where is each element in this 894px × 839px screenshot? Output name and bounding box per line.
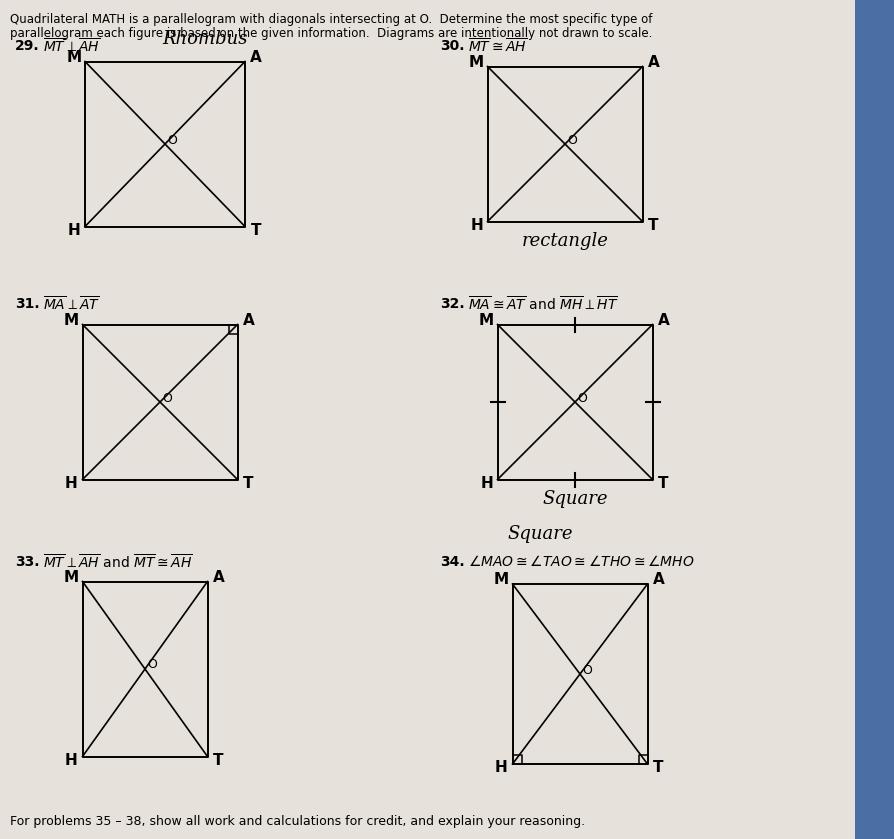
- Text: parallelogram each figure is based on the given information.  Diagrams are inten: parallelogram each figure is based on th…: [10, 27, 653, 40]
- Text: A: A: [250, 50, 262, 65]
- Text: M: M: [469, 55, 484, 70]
- Text: M: M: [66, 50, 81, 65]
- Text: $\angle MAO \cong \angle TAO \cong \angle THO \cong \angle MHO$: $\angle MAO \cong \angle TAO \cong \angl…: [468, 555, 695, 570]
- Text: O: O: [577, 392, 587, 404]
- Text: A: A: [647, 55, 660, 70]
- Text: O: O: [162, 392, 172, 404]
- Text: 32.: 32.: [440, 297, 465, 311]
- Text: 29.: 29.: [15, 39, 39, 53]
- Text: M: M: [64, 313, 79, 328]
- Text: rectangle: rectangle: [521, 232, 609, 251]
- Text: Quadrilateral MATH is a parallelogram with diagonals intersecting at O.  Determi: Quadrilateral MATH is a parallelogram wi…: [10, 13, 653, 26]
- Text: T: T: [250, 223, 261, 238]
- Text: 31.: 31.: [15, 297, 39, 311]
- Text: Square: Square: [507, 525, 573, 543]
- Text: $\overline{MA} \perp \overline{AT}$: $\overline{MA} \perp \overline{AT}$: [43, 294, 100, 313]
- Text: M: M: [479, 313, 494, 328]
- Text: T: T: [658, 476, 669, 491]
- Text: 30.: 30.: [440, 39, 465, 53]
- Text: A: A: [653, 572, 664, 587]
- Text: O: O: [582, 664, 592, 676]
- Text: T: T: [654, 760, 663, 775]
- Text: $\overline{MT} \perp \overline{AH}$ and $\overline{MT} \cong \overline{AH}$: $\overline{MT} \perp \overline{AH}$ and …: [43, 553, 193, 571]
- Text: For problems 35 – 38, show all work and calculations for credit, and explain you: For problems 35 – 38, show all work and …: [10, 815, 586, 827]
- Text: Square: Square: [543, 491, 608, 508]
- Text: H: H: [65, 476, 78, 491]
- Text: T: T: [214, 753, 224, 768]
- Text: A: A: [213, 570, 224, 585]
- Text: H: H: [495, 760, 508, 775]
- Text: A: A: [658, 313, 670, 328]
- Bar: [855, 0, 894, 839]
- Text: T: T: [648, 218, 659, 233]
- Text: 33.: 33.: [15, 555, 39, 569]
- Text: $\overline{MA} \cong \overline{AT}$ and $\overline{MH} \perp \overline{HT}$: $\overline{MA} \cong \overline{AT}$ and …: [468, 294, 619, 313]
- Text: H: H: [470, 218, 483, 233]
- Text: M: M: [64, 570, 79, 585]
- Text: O: O: [147, 659, 157, 671]
- Text: H: H: [68, 223, 80, 238]
- Text: H: H: [65, 753, 78, 768]
- Text: $\overline{MT} \cong \overline{AH}$: $\overline{MT} \cong \overline{AH}$: [468, 37, 527, 55]
- Text: $\overline{MT} \perp \overline{AH}$: $\overline{MT} \perp \overline{AH}$: [43, 37, 100, 55]
- Text: A: A: [242, 313, 255, 328]
- Text: Rhombus: Rhombus: [162, 30, 248, 49]
- Text: M: M: [494, 572, 509, 587]
- Text: 34.: 34.: [440, 555, 465, 569]
- Text: O: O: [167, 133, 177, 147]
- Text: O: O: [567, 133, 577, 147]
- Text: T: T: [243, 476, 254, 491]
- Text: H: H: [480, 476, 493, 491]
